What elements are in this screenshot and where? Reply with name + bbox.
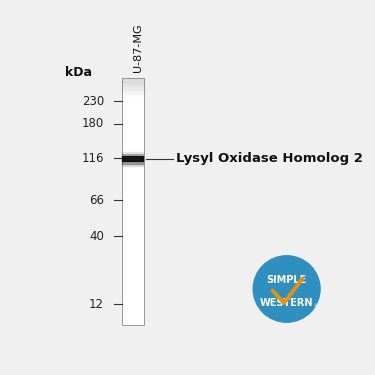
Text: ®: ® [314,305,318,310]
Bar [122,78,144,325]
Text: 180: 180 [82,117,104,130]
Bar [122,79,144,80]
Bar [122,84,144,85]
Text: SIMPLE: SIMPLE [267,275,307,285]
Bar [122,90,144,91]
Bar [122,164,143,166]
Bar [122,161,143,164]
Text: WESTERN: WESTERN [260,298,314,308]
Bar [122,78,144,79]
Bar [122,152,143,154]
Bar [122,87,144,88]
Bar [122,154,143,156]
Bar [122,156,143,161]
Text: 40: 40 [89,230,104,243]
Bar [122,81,144,82]
Bar [122,95,144,96]
Text: 116: 116 [82,152,104,165]
Bar [122,80,144,81]
Text: U-87-MG: U-87-MG [133,24,142,72]
Bar [122,86,144,87]
Circle shape [253,256,320,322]
Text: 66: 66 [89,194,104,207]
Text: 12: 12 [89,297,104,310]
Bar [122,93,144,94]
Text: Lysyl Oxidase Homolog 2: Lysyl Oxidase Homolog 2 [176,152,363,165]
Bar [122,89,144,90]
Bar [122,82,144,83]
Bar [122,94,144,95]
Bar [122,88,144,89]
Bar [122,91,144,92]
Bar [122,83,144,84]
Text: kDa: kDa [65,66,92,79]
Text: 230: 230 [82,95,104,108]
Bar [122,85,144,86]
Bar [122,92,144,93]
